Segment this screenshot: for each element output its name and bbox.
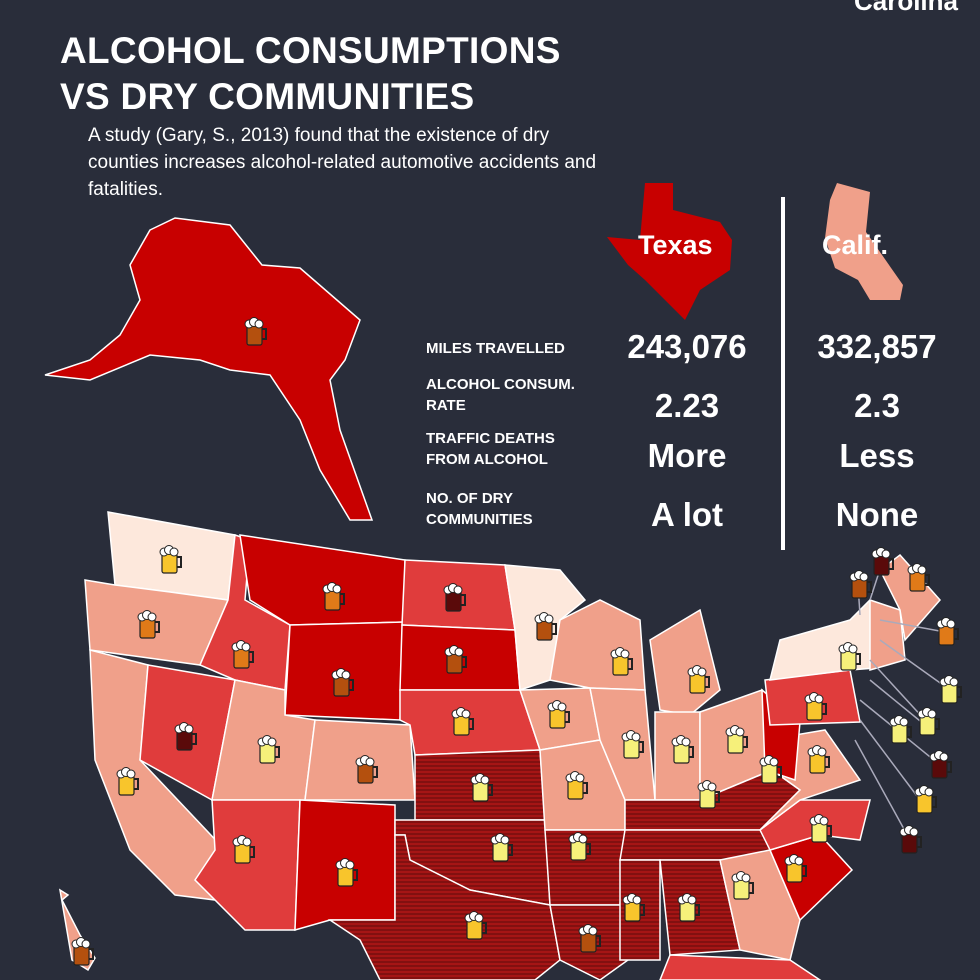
state-ak (44, 217, 374, 521)
beer-mug-icon (807, 745, 830, 774)
beer-mug-icon (622, 893, 645, 922)
california-miles: 332,857 (817, 328, 937, 365)
leader-line (879, 619, 946, 633)
description: A study (Gary, S., 2013) found that the … (88, 125, 597, 200)
beer-mug-icon (257, 735, 280, 764)
beer-mug-icon (899, 825, 922, 854)
state-fl (659, 954, 822, 980)
page-title: ALCOHOL CONSUMPTIONS VS DRY COMMUNITIES (60, 28, 561, 120)
beer-mug-icon (534, 612, 557, 641)
texas-dry: A lot (650, 496, 724, 533)
leader-line (869, 659, 926, 721)
beer-mug-icon (470, 773, 493, 802)
texas-deaths: More (647, 437, 727, 474)
beer-mug-icon (137, 610, 160, 639)
beer-mug-icon (331, 668, 354, 697)
leader-line (869, 679, 926, 726)
beer-mug-icon (174, 722, 197, 751)
beer-mug-icon (443, 583, 466, 612)
beer-mug-icon (731, 871, 754, 900)
california-dry: None (835, 496, 919, 533)
beer-mug-icon (939, 675, 962, 704)
beer-mug-icon (838, 642, 861, 671)
texas-shape (607, 183, 732, 320)
row-label-miles: MILES TRAVELLED (426, 340, 565, 357)
row-label-deaths: TRAFFIC DEATHS FROM ALCOHOL (426, 430, 555, 468)
beer-mug-icon (610, 647, 633, 676)
corner-label: Carolina (853, 0, 958, 16)
beer-mug-icon (889, 715, 912, 744)
beer-mug-icon (677, 893, 700, 922)
row-label-consumption: ALCOHOL CONSUM. RATE (426, 376, 575, 414)
beer-mug-icon (697, 780, 720, 809)
beer-mug-icon (929, 750, 952, 779)
beer-mug-icon (244, 317, 267, 346)
beer-mug-icon (621, 730, 644, 759)
beer-mug-icon (671, 735, 694, 764)
state-mi (649, 608, 721, 716)
leader-line (854, 739, 911, 841)
row-label-dry: NO. OF DRY COMMUNITIES (426, 490, 533, 528)
beer-mug-icon (355, 755, 378, 784)
beer-mug-icon (687, 665, 710, 694)
beer-mug-icon (231, 640, 254, 669)
beer-mug-icon (849, 570, 872, 599)
title-line-1: ALCOHOL CONSUMPTIONS (60, 30, 561, 71)
beer-mug-icon (565, 771, 588, 800)
state-az (194, 799, 301, 931)
california-shape (825, 183, 903, 300)
beer-mug-icon (490, 833, 513, 862)
beer-mug-icon (464, 911, 487, 940)
beer-mug-icon (914, 785, 937, 814)
beer-mug-icon (871, 547, 894, 576)
beer-mug-icon (116, 767, 139, 796)
beer-mug-icon (322, 582, 345, 611)
california-deaths: Less (839, 437, 915, 474)
beer-mug-icon (936, 617, 959, 646)
leader-line (879, 639, 951, 691)
texas-consumption: 2.23 (654, 387, 720, 424)
beer-mug-icon (71, 937, 94, 966)
state-me (879, 553, 941, 642)
beer-mug-icon (451, 707, 474, 736)
beer-mug-icon (725, 725, 748, 754)
california-consumption: 2.3 (854, 387, 900, 424)
beer-mug-icon (444, 645, 467, 674)
beer-mug-icon (809, 814, 832, 843)
texas-miles: 243,076 (627, 328, 747, 365)
beer-mug-icon (547, 700, 570, 729)
beer-mug-icon (759, 755, 782, 784)
state-tx (327, 834, 561, 980)
texas-header: Texas (638, 230, 713, 260)
beer-mug-icon (159, 545, 182, 574)
title-line-2: VS DRY COMMUNITIES (60, 76, 475, 117)
state-ne (399, 689, 542, 756)
beer-mug-icon (907, 563, 930, 592)
leader-line (859, 719, 921, 801)
beer-mug-icon (335, 858, 358, 887)
california-header: Calif. (822, 230, 889, 260)
beer-mug-icon (578, 924, 601, 953)
beer-mug-icon (568, 832, 591, 861)
divider (781, 197, 785, 550)
beer-mug-icon (784, 854, 807, 883)
beer-mug-icon (917, 707, 940, 736)
beer-mug-icon (804, 692, 827, 721)
beer-mug-icon (232, 835, 255, 864)
